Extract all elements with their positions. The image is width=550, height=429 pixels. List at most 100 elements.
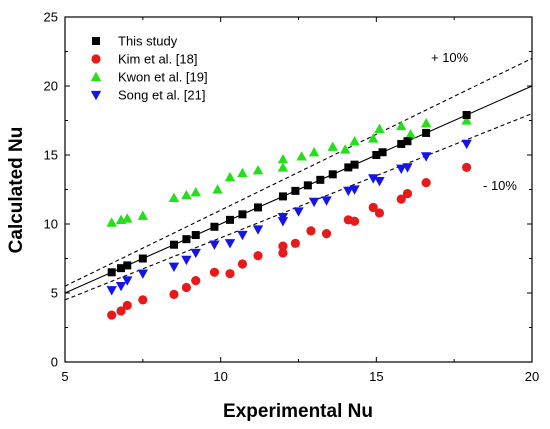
legend-marker-1 (91, 54, 101, 64)
data-point-s3-p19 (374, 177, 385, 187)
data-point-s2-p19 (374, 123, 385, 133)
data-point-s2-p3 (137, 210, 149, 220)
data-point-s1-p9 (237, 259, 248, 269)
data-point-s3-p20 (396, 164, 407, 174)
legend-label-2: Kwon et al. [19] (118, 70, 208, 85)
data-point-s2-p16 (340, 144, 351, 154)
x-tick-label-3: 20 (525, 369, 539, 384)
data-point-s2-p9 (237, 167, 248, 178)
data-point-s3-p15 (321, 196, 332, 206)
data-point-s2-p23 (461, 115, 472, 125)
data-point-s1-p5 (181, 282, 192, 293)
data-point-s0-p2 (123, 261, 132, 270)
data-point-s0-p0 (107, 268, 116, 277)
reference-line-2 (65, 113, 532, 301)
legend-marker-3 (90, 90, 102, 101)
data-point-s0-p21 (403, 137, 412, 146)
data-point-s0-p16 (344, 163, 353, 172)
data-point-s0-p3 (138, 254, 147, 263)
data-point-s3-p2 (122, 276, 133, 286)
data-point-s0-p8 (226, 215, 235, 224)
data-point-s0-p15 (328, 170, 337, 179)
data-point-s1-p6 (191, 275, 201, 286)
data-point-s2-p12 (277, 162, 289, 172)
y-tick-label-4: 20 (44, 79, 58, 94)
data-point-s3-p8 (224, 239, 236, 249)
legend-label-3: Song et al. [21] (118, 88, 205, 103)
data-point-s0-p20 (397, 139, 406, 148)
legend-marker-2 (90, 71, 102, 82)
data-point-s1-p11 (278, 248, 288, 258)
x-tick-label-0: 5 (61, 369, 68, 384)
data-point-s0-p22 (422, 128, 431, 137)
data-point-s1-p17 (349, 216, 360, 226)
reference-line-1 (65, 57, 532, 287)
x-tick-label-1: 10 (213, 369, 227, 384)
data-point-s1-p8 (225, 269, 235, 279)
y-axis-title: Calculated Nu (6, 127, 27, 254)
x-axis-title: Experimental Nu (223, 401, 373, 422)
data-point-s0-p18 (372, 151, 381, 159)
data-point-s1-p4 (169, 289, 179, 299)
x-tick-label-2: 15 (369, 369, 383, 384)
data-point-s3-p13 (293, 207, 304, 217)
y-tick-label-3: 15 (44, 148, 58, 163)
data-point-s3-p12 (277, 212, 289, 223)
minus-10-annotation: - 10% (483, 178, 517, 193)
data-point-s1-p14 (306, 226, 316, 236)
plus-10-annotation: + 10% (431, 50, 469, 65)
data-point-s2-p4 (168, 192, 180, 202)
data-point-s1-p21 (402, 189, 413, 199)
data-point-s0-p7 (210, 222, 219, 231)
data-point-s1-p15 (321, 229, 332, 239)
data-point-s3-p7 (209, 240, 220, 250)
data-point-s2-p15 (327, 141, 338, 151)
data-point-s0-p12 (291, 186, 300, 195)
data-point-s1-p10 (253, 251, 263, 261)
data-point-s3-p4 (168, 262, 180, 272)
data-point-s2-p11 (277, 153, 289, 164)
data-point-s0-p17 (350, 160, 359, 169)
data-point-s2-p2 (122, 213, 133, 223)
data-point-s3-p17 (349, 185, 360, 195)
data-point-s0-p4 (169, 240, 178, 249)
data-point-s1-p22 (421, 178, 431, 188)
y-tick-label-0: 0 (51, 355, 58, 370)
data-point-s0-p6 (191, 231, 200, 240)
data-point-s1-p7 (209, 267, 220, 277)
data-point-s0-p1 (117, 264, 126, 273)
data-point-s2-p7 (212, 184, 223, 194)
data-point-s2-p8 (224, 171, 236, 182)
data-point-s1-p1 (116, 306, 126, 316)
legend-marker-0 (92, 37, 100, 45)
data-point-s2-p17 (349, 136, 360, 146)
data-point-s3-p21 (402, 163, 413, 173)
data-point-s0-p9 (238, 210, 247, 219)
data-point-s1-p3 (138, 295, 148, 305)
data-point-s2-p0 (106, 217, 117, 227)
data-point-s2-p18 (368, 133, 379, 143)
data-point-s1-p19 (374, 208, 385, 218)
data-point-s1-p12 (278, 241, 288, 251)
data-point-s2-p6 (190, 187, 201, 197)
legend-label-0: This study (118, 34, 178, 49)
data-point-s1-p18 (368, 202, 378, 213)
legend-label-1: Kim et al. [18] (118, 52, 197, 67)
data-markers (106, 110, 472, 320)
data-point-s3-p10 (252, 225, 264, 235)
data-point-s3-p3 (137, 269, 149, 279)
data-point-s2-p14 (308, 147, 320, 157)
data-point-s2-p20 (396, 120, 407, 131)
data-point-s3-p0 (106, 286, 117, 296)
data-point-s0-p14 (316, 175, 325, 184)
axis-ticks (64, 16, 533, 363)
data-point-s3-p23 (461, 139, 472, 150)
data-point-s0-p11 (278, 192, 287, 201)
y-tick-label-1: 5 (51, 286, 58, 301)
data-point-s0-p10 (254, 203, 263, 212)
data-point-s3-p22 (420, 152, 432, 162)
data-point-s1-p13 (290, 238, 300, 248)
data-point-s3-p18 (368, 174, 379, 184)
